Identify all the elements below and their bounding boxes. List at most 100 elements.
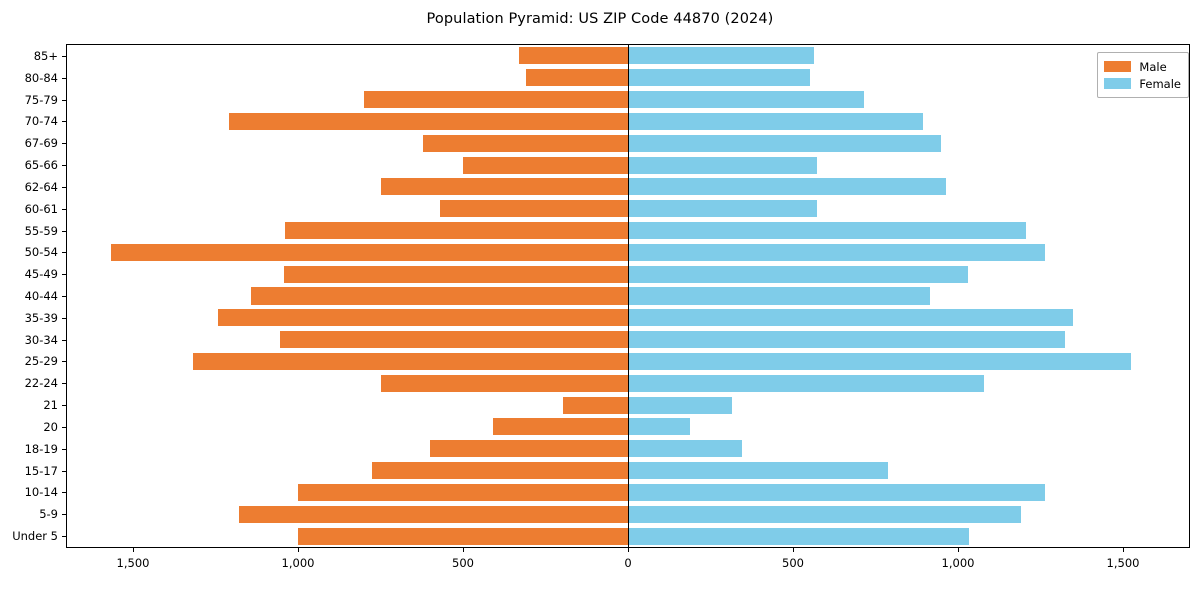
bar-female[interactable]: [628, 47, 814, 65]
y-tick-mark: [62, 274, 66, 276]
bar-male[interactable]: [380, 178, 628, 196]
y-tick-mark: [62, 426, 66, 428]
bar-row: [67, 309, 1189, 327]
bar-male[interactable]: [279, 331, 628, 349]
y-tick-mark: [62, 143, 66, 145]
bar-male[interactable]: [284, 222, 628, 240]
bar-female[interactable]: [628, 222, 1027, 240]
bar-row: [67, 462, 1189, 480]
y-tick-label: 67-69: [24, 136, 58, 151]
bar-male[interactable]: [251, 287, 628, 305]
y-tick-label: 25-29: [24, 354, 58, 369]
bar-male[interactable]: [493, 418, 628, 436]
bar-male[interactable]: [463, 156, 628, 174]
bar-male[interactable]: [562, 396, 628, 414]
x-tick-mark: [628, 548, 629, 552]
chart-legend: Male Female: [1097, 52, 1189, 98]
bar-male[interactable]: [430, 440, 628, 458]
x-tick-mark: [463, 548, 464, 552]
bar-row: [67, 352, 1189, 370]
bar-female[interactable]: [628, 243, 1045, 261]
bar-male[interactable]: [238, 505, 628, 523]
x-tick-label: 1,000: [281, 556, 315, 570]
y-tick-label: 60-61: [24, 201, 58, 216]
bar-female[interactable]: [628, 527, 969, 545]
x-tick-label: 1,000: [941, 556, 975, 570]
bar-row: [67, 331, 1189, 349]
bar-female[interactable]: [628, 156, 817, 174]
legend-entry[interactable]: Female: [1104, 75, 1181, 92]
bar-female[interactable]: [628, 134, 942, 152]
y-tick-label: 50-54: [24, 245, 58, 260]
bar-female[interactable]: [628, 69, 811, 87]
bar-male[interactable]: [372, 462, 628, 480]
bar-female[interactable]: [628, 440, 742, 458]
bar-row: [67, 440, 1189, 458]
bar-female[interactable]: [628, 178, 946, 196]
y-tick-label: 18-19: [24, 441, 58, 456]
bar-male[interactable]: [298, 527, 628, 545]
bar-female[interactable]: [628, 265, 968, 283]
bar-male[interactable]: [298, 483, 628, 501]
x-tick-mark: [793, 548, 794, 552]
y-tick-label: 22-24: [24, 376, 58, 391]
y-tick-mark: [62, 339, 66, 341]
bar-row: [67, 134, 1189, 152]
legend-label: Female: [1139, 76, 1181, 91]
y-tick-label: 85+: [33, 48, 58, 63]
y-tick-label: 70-74: [24, 114, 58, 129]
y-tick-label: 45-49: [24, 267, 58, 282]
bar-female[interactable]: [628, 331, 1066, 349]
bar-row: [67, 287, 1189, 305]
bar-row: [67, 483, 1189, 501]
y-tick-label: 75-79: [24, 92, 58, 107]
y-tick-mark: [62, 77, 66, 79]
y-tick-label: 62-64: [24, 179, 58, 194]
y-tick-mark: [62, 361, 66, 363]
x-tick-mark: [133, 548, 134, 552]
bar-male[interactable]: [364, 91, 628, 109]
bar-female[interactable]: [628, 287, 930, 305]
bar-row: [67, 69, 1189, 87]
bar-male[interactable]: [284, 265, 628, 283]
bar-male[interactable]: [110, 243, 628, 261]
bar-male[interactable]: [439, 200, 628, 218]
bar-female[interactable]: [628, 309, 1073, 327]
bar-male[interactable]: [525, 69, 628, 87]
x-tick-mark: [298, 548, 299, 552]
bar-female[interactable]: [628, 418, 691, 436]
bar-row: [67, 91, 1189, 109]
bar-male[interactable]: [519, 47, 628, 65]
bar-row: [67, 112, 1189, 130]
bar-male[interactable]: [423, 134, 628, 152]
y-tick-label: 21: [43, 398, 58, 413]
bar-female[interactable]: [628, 396, 732, 414]
bar-female[interactable]: [628, 91, 864, 109]
y-tick-mark: [62, 165, 66, 167]
bar-female[interactable]: [628, 505, 1021, 523]
y-tick-mark: [62, 470, 66, 472]
y-tick-mark: [62, 208, 66, 210]
bar-female[interactable]: [628, 112, 924, 130]
bar-male[interactable]: [380, 374, 628, 392]
y-tick-mark: [62, 296, 66, 297]
chart-title: Population Pyramid: US ZIP Code 44870 (2…: [426, 11, 774, 27]
y-tick-label: 20: [43, 419, 58, 434]
bar-male[interactable]: [218, 309, 628, 327]
bar-male[interactable]: [193, 352, 628, 370]
legend-entry[interactable]: Male: [1104, 58, 1181, 75]
y-tick-mark: [62, 186, 66, 188]
y-tick-mark: [62, 383, 66, 385]
bar-male[interactable]: [228, 112, 628, 130]
x-axis: 1,500 1,000 500 0 500 1,000 1,500: [0, 548, 1200, 588]
bar-row: [67, 418, 1189, 436]
y-tick-label: 30-34: [24, 332, 58, 347]
bar-row: [67, 47, 1189, 65]
bar-female[interactable]: [628, 483, 1046, 501]
bar-female[interactable]: [628, 352, 1131, 370]
bar-female[interactable]: [628, 374, 985, 392]
bar-row: [67, 265, 1189, 283]
bar-female[interactable]: [628, 200, 817, 218]
bar-female[interactable]: [628, 462, 889, 480]
